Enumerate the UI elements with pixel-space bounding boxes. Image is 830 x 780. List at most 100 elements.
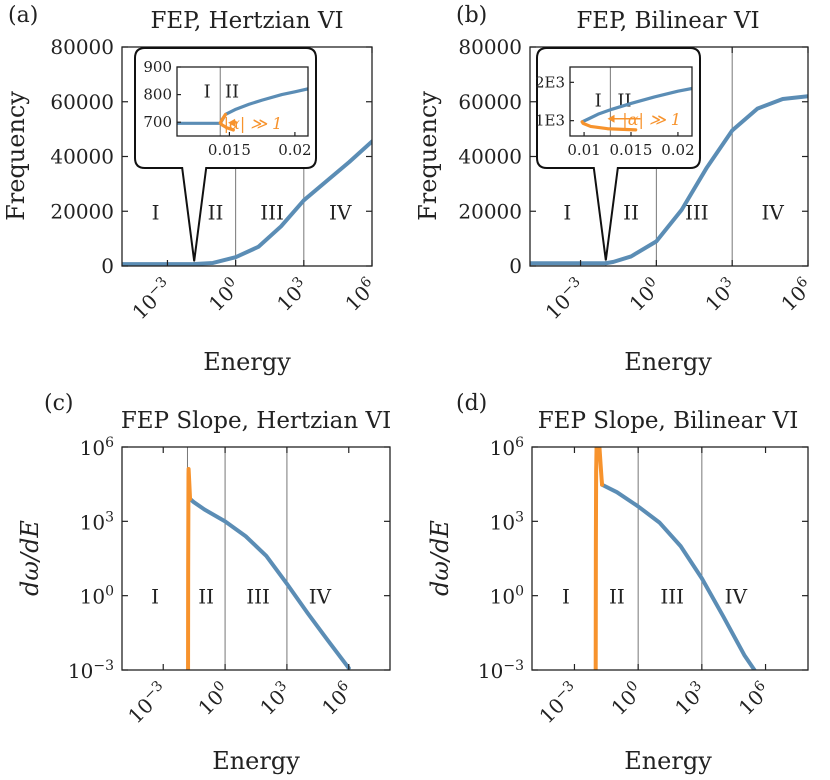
pb-inset-series-2-line: [580, 120, 638, 132]
inset-frame: [176, 66, 309, 137]
y-tick-label: 103: [80, 509, 114, 534]
pb-series-1-line: [530, 94, 808, 266]
inset-region-label: I: [204, 81, 211, 102]
x-tick-label: 100: [606, 678, 648, 720]
inset-y-tick-label: 900: [143, 58, 172, 76]
plot-frame: [531, 446, 809, 671]
inset-callout: [134, 47, 317, 262]
y-tick-label: 10−3: [478, 658, 524, 683]
inset-x-tick-label: 0.01: [567, 141, 600, 159]
x-tick-label: 106: [316, 678, 358, 720]
x-tick-label: 100: [203, 274, 245, 316]
pc-series-2-line: [186, 466, 193, 670]
y-tick-label: 0: [101, 254, 114, 278]
x-axis-label: Energy: [212, 747, 300, 775]
region-label: IV: [725, 585, 748, 609]
inset-x-tick-label: 0.015: [610, 141, 653, 159]
region-label: I: [562, 585, 570, 609]
x-tick-label: 103: [271, 274, 313, 316]
chart-title: FEP, Hertzian VI: [150, 8, 343, 34]
pb-inset-series-1-line: [580, 86, 692, 124]
inset-region-label: II: [225, 81, 239, 102]
annotation-arrowhead: [607, 114, 615, 123]
pc-series-1-line: [188, 496, 351, 670]
x-tick-label: 106: [733, 678, 775, 720]
x-axis-label: Energy: [624, 747, 712, 775]
annotation-label: |α| ≫ 1: [622, 110, 681, 129]
panel-label: (a): [8, 3, 38, 28]
y-tick-label: 100: [490, 584, 524, 609]
annotation-arrowhead: [228, 118, 236, 127]
inset-region-label: I: [595, 91, 602, 112]
x-tick-label: 10−3: [534, 678, 584, 728]
x-tick-label: 10−3: [540, 274, 590, 324]
y-tick-label: 20000: [458, 199, 522, 223]
inset-x-tick-label: 0.02: [661, 141, 694, 159]
chart-title: FEP, Bilinear VI: [576, 8, 759, 34]
inset-y-tick-label: 1E3: [535, 112, 565, 130]
x-axis-label: Energy: [203, 348, 291, 376]
chart-title: FEP Slope, Bilinear VI: [538, 408, 799, 434]
region-label: II: [208, 200, 224, 224]
x-tick-label: 106: [340, 274, 382, 316]
y-tick-label: 20000: [50, 199, 114, 223]
panel-label: (c): [44, 391, 74, 416]
plot-frame: [121, 446, 391, 671]
y-axis-label: dω/dE: [16, 520, 44, 596]
pa-inset-series-2-line: [218, 112, 235, 132]
y-axis-label: Frequency: [2, 91, 30, 221]
inset-y-tick-label: 800: [143, 86, 172, 104]
y-tick-label: 40000: [458, 145, 522, 169]
chart-title: FEP Slope, Hertzian VI: [121, 408, 391, 434]
y-tick-label: 103: [490, 509, 524, 534]
inset-y-tick-label: 700: [143, 113, 172, 131]
inset-callout: [536, 47, 701, 261]
region-label: IV: [761, 200, 784, 224]
pd-series-1-line: [600, 482, 757, 670]
region-label: III: [246, 585, 270, 609]
y-tick-label: 60000: [458, 90, 522, 114]
region-label: II: [623, 200, 639, 224]
x-tick-label: 10−3: [127, 274, 177, 324]
annotation-label: |α| ≫ 1: [224, 114, 283, 133]
x-tick-label: 106: [776, 274, 818, 316]
region-label: IV: [309, 585, 332, 609]
y-tick-label: 40000: [50, 145, 114, 169]
x-tick-label: 103: [700, 274, 742, 316]
inset-x-tick-label: 0.015: [208, 141, 251, 159]
y-axis-label: dω/dE: [426, 520, 454, 596]
x-axis-label: Energy: [624, 348, 712, 376]
pd-series-2-line: [593, 447, 605, 670]
region-label: IV: [329, 200, 352, 224]
panel-label: (d): [456, 391, 487, 416]
y-tick-label: 80000: [50, 35, 114, 59]
region-label: III: [260, 200, 284, 224]
region-label: III: [660, 585, 684, 609]
y-tick-label: 80000: [458, 35, 522, 59]
y-tick-label: 60000: [50, 90, 114, 114]
inset-x-tick-label: 0.02: [278, 141, 311, 159]
region-label: II: [609, 585, 625, 609]
inset-y-tick-label: 2E3: [535, 73, 565, 91]
region-label: I: [563, 200, 571, 224]
x-tick-label: 100: [193, 678, 235, 720]
y-tick-label: 106: [490, 435, 524, 460]
x-tick-label: 103: [669, 678, 711, 720]
panel-label: (b): [456, 3, 487, 28]
y-axis-label: Frequency: [414, 91, 442, 221]
y-tick-label: 100: [80, 584, 114, 609]
region-label: III: [685, 200, 709, 224]
x-tick-label: 10−3: [122, 678, 172, 728]
y-tick-label: 106: [80, 435, 114, 460]
region-label: II: [198, 585, 214, 609]
x-tick-label: 103: [254, 678, 296, 720]
y-tick-label: 10−3: [68, 658, 114, 683]
y-tick-label: 0: [509, 254, 522, 278]
x-tick-label: 100: [624, 274, 666, 316]
